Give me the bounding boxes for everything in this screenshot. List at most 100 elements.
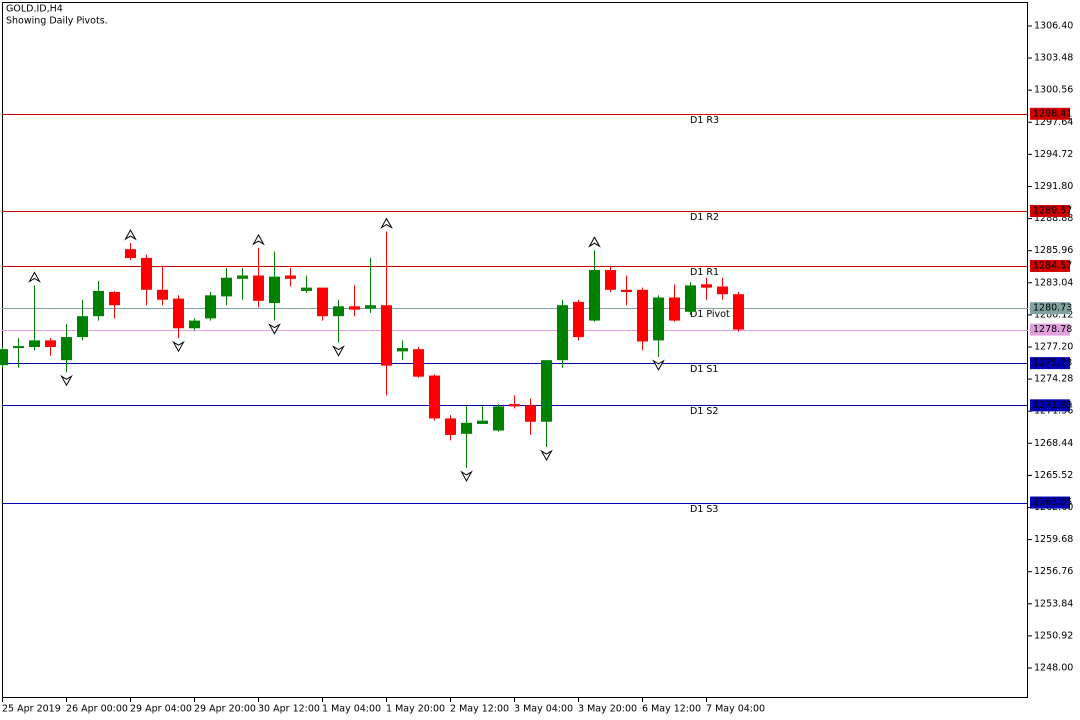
pivot-price: 1271.89: [1033, 400, 1072, 411]
candle-body: [253, 275, 264, 301]
candle-body: [189, 320, 200, 329]
candle-body: [493, 406, 504, 431]
y-tick-label: 1291.80: [1034, 181, 1073, 192]
candle-body: [301, 287, 312, 291]
candle-body: [349, 306, 360, 310]
candle-body: [717, 286, 728, 295]
y-tick-label: 1250.92: [1034, 630, 1073, 641]
y-tick-label: 1256.76: [1034, 566, 1073, 577]
fractal-up: [588, 236, 601, 248]
candle-body: [509, 404, 520, 407]
candle-body: [413, 349, 424, 377]
current-price: 1278.78: [1033, 324, 1072, 335]
pivot-box: [1030, 204, 1070, 217]
x-tick-label: 6 May 12:00: [642, 704, 701, 715]
pivot-price: 1298.41: [1033, 108, 1072, 119]
candle-body: [141, 257, 152, 290]
candle-body: [61, 337, 72, 361]
candle-body: [589, 270, 600, 321]
candle-body: [669, 297, 680, 321]
candle-body: [429, 375, 440, 419]
pivot-box: [1030, 302, 1070, 315]
candle-body: [317, 287, 328, 317]
candle-body: [0, 349, 8, 366]
x-tick-label: 1 May 04:00: [322, 704, 381, 715]
pivot-box: [1030, 259, 1070, 272]
fractal-down: [332, 345, 345, 357]
y-tick-label: 1277.20: [1034, 341, 1073, 352]
chart-subtitle: Showing Daily Pivots.: [6, 16, 108, 27]
y-tick-label: 1265.52: [1034, 470, 1073, 481]
y-tick-label: 1280.12: [1034, 309, 1073, 320]
y-tick-label: 1294.72: [1034, 149, 1073, 160]
candle-body: [77, 316, 88, 338]
candle-body: [333, 306, 344, 317]
x-tick-label: 7 May 04:00: [706, 704, 765, 715]
pivot-box: [1030, 357, 1070, 370]
candle-body: [573, 301, 584, 338]
candle-body: [125, 249, 136, 259]
y-tick-label: 1268.44: [1034, 438, 1073, 449]
pivot-box: [1030, 496, 1070, 509]
x-tick-label: 30 Apr 12:00: [258, 704, 320, 715]
x-tick-label: 29 Apr 20:00: [194, 704, 256, 715]
y-tick-label: 1297.64: [1034, 117, 1073, 128]
candle-body: [701, 284, 712, 288]
y-tick-label: 1274.28: [1034, 374, 1073, 385]
candle-body: [685, 285, 696, 312]
candle-body: [237, 275, 248, 279]
pivot-label: D1 S1: [690, 364, 718, 375]
pivot-label: D1 R2: [690, 212, 719, 223]
candle-body: [285, 275, 296, 279]
x-tick-label: 26 Apr 00:00: [66, 704, 128, 715]
candle-body: [477, 420, 488, 424]
candle-body: [205, 295, 216, 319]
pivot-price: 1289.57: [1033, 205, 1072, 216]
fractal-down: [268, 323, 281, 335]
candle-body: [605, 270, 616, 290]
x-tick-label: 29 Apr 04:00: [130, 704, 192, 715]
y-tick-label: 1288.88: [1034, 213, 1073, 224]
candle-body: [397, 348, 408, 352]
pivot-label: D1 S2: [690, 406, 718, 417]
pivot-label: D1 R3: [690, 115, 719, 126]
candle-body: [653, 297, 664, 341]
candle-body: [733, 294, 744, 330]
y-tick-label: 1306.40: [1034, 20, 1073, 31]
candle-body: [525, 405, 536, 422]
fractal-up: [124, 229, 137, 241]
candle-body: [29, 340, 40, 347]
x-tick-label: 3 May 04:00: [514, 704, 573, 715]
candle-body: [365, 305, 376, 309]
candle-body: [541, 360, 552, 422]
x-tick-label: 1 May 20:00: [386, 704, 445, 715]
pivot-box: [1030, 399, 1070, 412]
y-tick-label: 1248.00: [1034, 662, 1073, 673]
candle-body: [461, 422, 472, 434]
candle-body: [381, 305, 392, 366]
candle-body: [637, 289, 648, 342]
fractal-down: [540, 449, 553, 462]
x-tick-label: 2 May 12:00: [450, 704, 509, 715]
y-tick-label: 1283.04: [1034, 277, 1073, 288]
fractal-down: [60, 374, 73, 387]
fractal-down: [172, 340, 185, 353]
chart-title: GOLD.ID,H4: [6, 4, 63, 15]
y-tick-label: 1259.68: [1034, 534, 1073, 545]
pivot-price: 1275.73: [1033, 358, 1072, 369]
candle-body: [621, 289, 632, 293]
fractal-up: [380, 217, 393, 229]
pivot-label: D1 R1: [690, 267, 719, 278]
y-tick-label: 1253.84: [1034, 598, 1073, 609]
y-tick-label: 1303.48: [1034, 53, 1073, 64]
pivot-label: D1 Pivot: [690, 309, 730, 320]
pivot-price: 1280.73: [1033, 303, 1072, 314]
x-tick-label: 3 May 20:00: [578, 704, 637, 715]
candle-body: [45, 340, 56, 347]
fractal-up: [252, 234, 265, 246]
candle-body: [557, 305, 568, 361]
pivot-box: [1030, 107, 1070, 120]
candle-body: [445, 418, 456, 435]
